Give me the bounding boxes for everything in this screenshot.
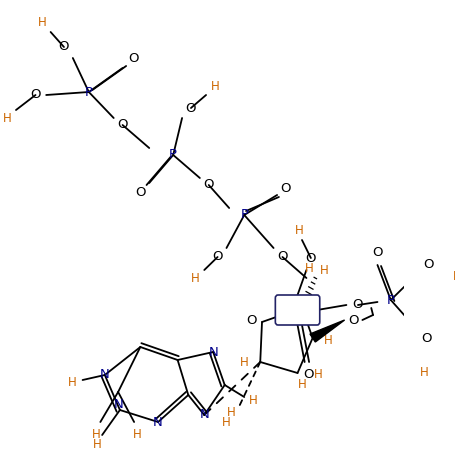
Text: O: O <box>421 332 432 344</box>
Text: O: O <box>212 250 223 263</box>
Text: O: O <box>246 313 257 326</box>
FancyBboxPatch shape <box>275 295 320 325</box>
Text: H: H <box>211 81 219 94</box>
Text: H: H <box>282 301 290 314</box>
Text: O: O <box>128 51 138 64</box>
Text: H: H <box>3 112 11 125</box>
Text: O: O <box>306 251 316 264</box>
Text: O: O <box>353 299 363 312</box>
Text: O: O <box>203 179 214 192</box>
Text: P: P <box>387 294 395 307</box>
Text: N: N <box>113 398 123 411</box>
Text: H: H <box>453 270 455 283</box>
Text: P: P <box>85 86 93 99</box>
Text: H: H <box>305 262 313 275</box>
Text: N: N <box>199 408 209 421</box>
Text: H: H <box>240 357 248 369</box>
Text: N: N <box>208 345 218 358</box>
Text: N: N <box>153 415 163 428</box>
Text: H: H <box>324 333 333 346</box>
Text: O: O <box>186 101 196 114</box>
Text: H: H <box>295 224 303 237</box>
Text: H: H <box>313 369 322 382</box>
Text: Abs: Abs <box>285 304 310 317</box>
Text: P: P <box>240 208 248 221</box>
Text: H: H <box>298 378 306 392</box>
Text: O: O <box>281 181 291 194</box>
Text: H: H <box>320 263 329 276</box>
Text: H: H <box>93 438 102 451</box>
Text: H: H <box>91 427 100 440</box>
Text: O: O <box>348 313 359 326</box>
Text: H: H <box>222 415 231 428</box>
Text: O: O <box>277 250 288 263</box>
Text: O: O <box>303 369 313 382</box>
Polygon shape <box>310 320 344 342</box>
Text: O: O <box>372 245 383 258</box>
Text: H: H <box>420 365 429 378</box>
Text: H: H <box>249 394 258 407</box>
Text: H: H <box>191 271 200 284</box>
Text: P: P <box>169 149 177 162</box>
Text: N: N <box>100 369 110 382</box>
Text: H: H <box>38 15 47 29</box>
Text: H: H <box>68 375 76 388</box>
Text: O: O <box>135 187 146 200</box>
Text: O: O <box>30 88 41 101</box>
Text: O: O <box>423 257 433 270</box>
Text: H: H <box>133 427 142 440</box>
Text: H: H <box>227 406 235 419</box>
Text: O: O <box>59 40 69 54</box>
Text: O: O <box>117 119 128 131</box>
Text: H: H <box>311 304 320 317</box>
